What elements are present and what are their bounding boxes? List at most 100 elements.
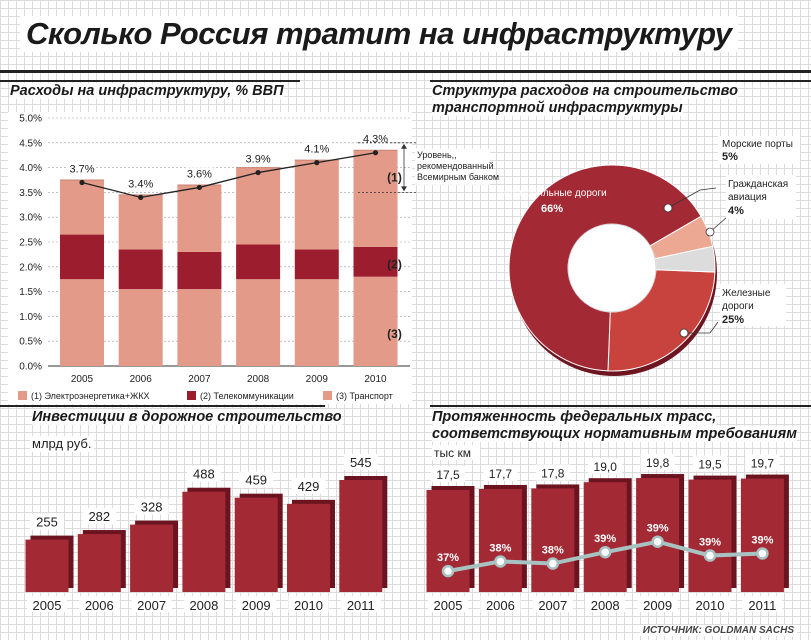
chart4-value-label: 17,8: [541, 466, 565, 480]
chart1-total-point: [372, 150, 379, 156]
chart1-point-label: 3.6%: [187, 168, 212, 180]
chart1-bar-segment: [60, 279, 104, 366]
chart3-value-label: 545: [350, 455, 372, 470]
chart3-bar: [25, 539, 69, 592]
chart3-value-bg: [291, 477, 326, 494]
chart1-legend-label: (2) Телекоммуникации: [200, 391, 294, 401]
chart2-slice-value: 66%: [541, 203, 563, 215]
chart3-unit-label: млрд руб.: [32, 436, 91, 451]
chart4-value-bg: [640, 454, 675, 471]
chart1-x-tick: 2008: [247, 374, 270, 385]
chart1-point-label: 4.3%: [363, 134, 388, 146]
chart4-x-tick: 2010: [696, 598, 725, 613]
chart1-bar-segment: [236, 279, 281, 366]
chart4-x-tick: 2007: [538, 598, 567, 613]
chart4-value-label: 19,7: [751, 457, 775, 471]
chart1-annotation-bg: [415, 148, 490, 185]
chart4-title: Протяженность федеральных трасс, соответ…: [432, 409, 797, 442]
chart3-value-label: 488: [193, 467, 215, 482]
chart1-y-tick: 4.5%: [19, 138, 42, 149]
chart1-x-tick: 2005: [71, 374, 94, 385]
chart2-title: Структура расходов на строительство тран…: [432, 83, 738, 116]
chart4-unit-label: тыс км: [434, 446, 471, 460]
chart1-y-tick: 5.0%: [19, 114, 42, 125]
chart4-x-tick-bg: [637, 596, 678, 612]
chart1-point-label: 4.1%: [304, 144, 329, 156]
chart4-share-label: 37%: [437, 552, 459, 564]
chart4-share-label: 39%: [647, 523, 669, 535]
chart1-x-tick: 2006: [130, 374, 153, 385]
chart4-bar: [478, 488, 522, 592]
chart1-bar-segment: [60, 234, 104, 280]
chart3-bar: [77, 534, 121, 592]
chart1-legend-label: (1) Электроэнергетика+ЖКХ: [31, 391, 150, 401]
chart1-y-tick: 1.0%: [19, 312, 42, 323]
chart2-leader-dot: [705, 227, 715, 237]
chart1-bar-segment: [118, 194, 163, 250]
chart4-value-bg: [693, 455, 727, 472]
chart4-share-label: 39%: [751, 534, 773, 546]
chart1-bar-segment: [236, 244, 281, 280]
chart1-point-label: 3.4%: [128, 178, 153, 190]
chart2-rail-label-bg: [720, 284, 786, 326]
chart3-value-label: 255: [36, 515, 58, 530]
chart4-share-point: [598, 545, 612, 559]
chart3-x-tick-bg: [131, 596, 172, 612]
chart1-point-label: 3.7%: [69, 163, 94, 175]
chart4-bar: [531, 488, 575, 592]
chart3-x-tick: 2010: [294, 598, 323, 613]
chart4-value-bg: [745, 454, 780, 471]
chart3-value-bg: [239, 471, 274, 488]
chart1-y-tick: 2.0%: [19, 262, 42, 273]
chart3-x-tick-bg: [183, 596, 224, 612]
chart1-total-point: [314, 160, 320, 166]
chart1-total-point: [138, 194, 144, 200]
chart1-bar-segment: [177, 289, 222, 366]
chart1-point-label-bg: [185, 167, 214, 181]
chart1-point-label: 3.9%: [246, 154, 271, 166]
source-note: ИСТОЧНИК: GOLDMAN SACHS: [639, 625, 797, 636]
chart4-value-label: 17,5: [436, 468, 460, 482]
chart1-legend-swatch: [187, 391, 196, 400]
chart2-slice-label: авиация: [728, 192, 767, 203]
chart4-value-label: 17,7: [489, 467, 513, 481]
chart3-x-tick-bg: [236, 596, 277, 612]
chart1-x-tick: 2009: [306, 374, 329, 385]
chart1-bar-segment: [353, 150, 398, 247]
chart4-value-label: 19,0: [594, 460, 618, 474]
chart1-x-tick: 2007: [188, 374, 211, 385]
chart1-bar-marker: (3): [387, 327, 402, 341]
chart4-x-tick: 2009: [643, 598, 672, 613]
chart1-legend-swatch: [18, 391, 27, 400]
chart3-bar: [182, 491, 226, 592]
chart1-legend-swatch: [323, 391, 332, 400]
chart1-total-point: [79, 179, 85, 186]
chart1-y-tick: 2.5%: [19, 238, 42, 249]
chart1-bar-segment: [294, 249, 339, 280]
chart3-bar: [234, 497, 278, 592]
chart1-bar-marker: (2): [387, 257, 402, 271]
chart1-y-tick: 1.5%: [19, 287, 42, 298]
chart3-value-bg: [343, 454, 378, 470]
chart3-x-tick: 2011: [347, 598, 375, 613]
chart1-annotation-text: Уровень,,: [417, 150, 457, 160]
chart4-value-label: 19,8: [646, 456, 670, 470]
chart3-value-label: 282: [88, 509, 110, 524]
chart1-y-tick: 3.5%: [19, 188, 42, 199]
chart2-aviation-label-bg: [726, 175, 796, 219]
chart3-title: Инвестиции в дорожное строительство: [32, 409, 342, 425]
chart1-x-tick: 2010: [364, 374, 387, 385]
panel-rule-top-right: [430, 80, 811, 82]
panel-rule-bottom-left: [0, 405, 325, 407]
chart4-x-tick-bg: [585, 596, 626, 612]
chart4-x-tick-bg: [480, 596, 521, 612]
chart3-x-tick-bg: [79, 596, 120, 612]
chart3-unit-bg: [30, 436, 94, 452]
chart4-value-bg: [588, 458, 623, 475]
chart1-annotation-arrows: [401, 143, 407, 192]
chart4-unit-bg: [432, 445, 480, 460]
chart3-x-tick: 2007: [137, 598, 166, 613]
chart4-x-tick-bg: [532, 596, 573, 612]
chart2-slice-label: Железные: [722, 288, 771, 299]
chart3-bar: [130, 524, 174, 592]
